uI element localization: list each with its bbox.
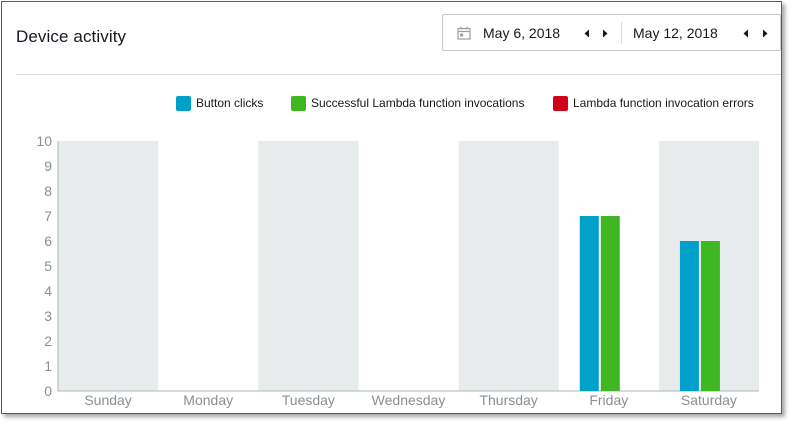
y-tick-label: 7 bbox=[44, 208, 52, 224]
legend-item-successful-invocations[interactable]: Successful Lambda function invocations bbox=[291, 94, 524, 112]
y-tick-label: 2 bbox=[44, 333, 52, 349]
start-date-next-icon[interactable] bbox=[601, 29, 609, 38]
end-date-prev-icon[interactable] bbox=[742, 29, 750, 38]
legend-swatch bbox=[291, 95, 306, 111]
activity-bar-chart: 0 1 2 3 4 5 6 7 8 9 10 Sunday Monday Tuesday Wednesday… bbox=[36, 133, 759, 408]
y-tick-label: 5 bbox=[44, 258, 52, 274]
y-tick-label: 0 bbox=[44, 383, 52, 399]
page-title: Device activity bbox=[16, 27, 127, 46]
legend-label: Successful Lambda function invocations bbox=[311, 96, 525, 110]
y-tick-label: 1 bbox=[44, 358, 52, 374]
date-range-picker[interactable]: May 6, 2018 May 12, 2018 bbox=[442, 14, 781, 51]
legend-item-button-clicks[interactable]: Button clicks bbox=[176, 94, 263, 112]
y-tick-label: 6 bbox=[44, 233, 52, 249]
x-tick-label: Thursday bbox=[479, 392, 537, 408]
legend-label: Lambda function invocation errors bbox=[573, 96, 754, 110]
bar bbox=[579, 216, 599, 391]
x-tick-label: Sunday bbox=[84, 392, 131, 408]
start-date-prev-icon[interactable] bbox=[583, 29, 591, 38]
start-date-value[interactable]: May 6, 2018 bbox=[483, 25, 561, 41]
y-tick-label: 8 bbox=[44, 183, 52, 199]
legend-item-invocation-errors[interactable]: Lambda function invocation errors bbox=[553, 94, 754, 112]
chart-band bbox=[258, 141, 359, 391]
legend-swatch bbox=[176, 95, 191, 111]
y-tick-label: 4 bbox=[44, 283, 52, 299]
bar bbox=[679, 241, 699, 391]
y-tick-label: 10 bbox=[36, 133, 52, 149]
y-tick-label: 9 bbox=[44, 158, 52, 174]
bar bbox=[700, 241, 720, 391]
x-tick-label: Saturday bbox=[681, 392, 737, 408]
x-tick-label: Friday bbox=[589, 392, 628, 408]
chart-band bbox=[458, 141, 559, 391]
legend-label: Button clicks bbox=[196, 96, 264, 110]
legend-swatch bbox=[553, 95, 568, 111]
header-divider bbox=[16, 74, 781, 75]
y-tick-label: 3 bbox=[44, 308, 52, 324]
x-tick-label: Monday bbox=[183, 392, 233, 408]
bar bbox=[600, 216, 620, 391]
x-tick-label: Wednesday bbox=[372, 392, 446, 408]
end-date-next-icon[interactable] bbox=[761, 29, 769, 38]
calendar-icon bbox=[457, 26, 471, 40]
end-date-value[interactable]: May 12, 2018 bbox=[633, 25, 718, 41]
date-divider bbox=[621, 22, 622, 44]
x-tick-label: Tuesday bbox=[282, 392, 335, 408]
chart-band bbox=[58, 141, 159, 391]
device-activity-panel: Device activity May 6, 2018 May 12, 2018… bbox=[1, 1, 782, 414]
